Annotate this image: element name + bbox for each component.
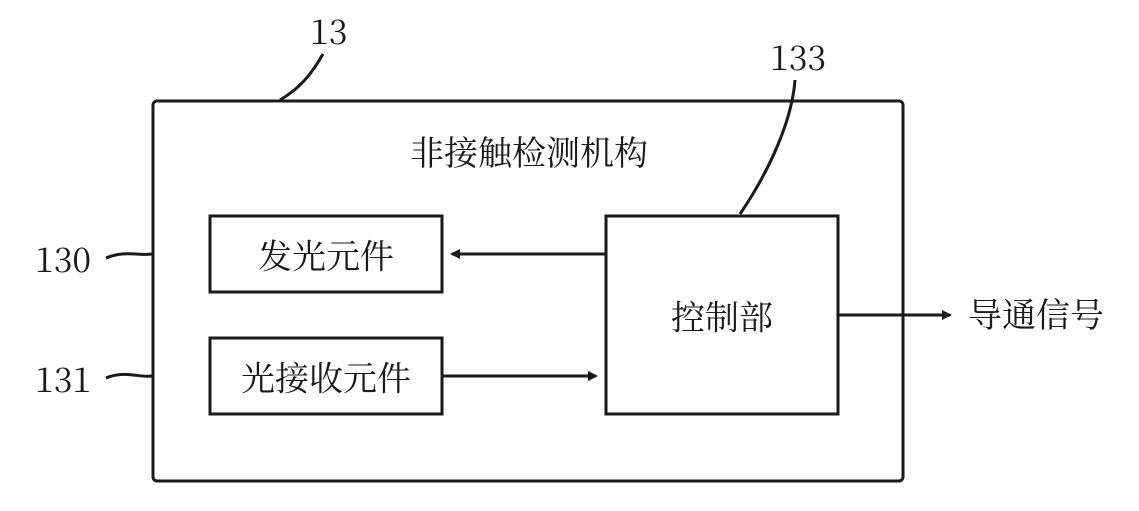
callout-131-text: 131 [35, 353, 91, 402]
callout-131-leader [106, 374, 152, 378]
callout-13-text: 13 [310, 5, 347, 54]
callout-133-text: 133 [770, 31, 826, 80]
callout-130-text: 130 [35, 233, 91, 282]
ctrl-label: 控制部 [671, 291, 773, 340]
callout-13-leader [280, 54, 323, 100]
emit-label: 发光元件 [258, 230, 394, 279]
diagram-title: 非接触检测机构 [410, 126, 648, 175]
output-signal-label: 导通信号 [968, 288, 1104, 337]
callout-130-leader [106, 254, 152, 258]
recv-label: 光接收元件 [241, 352, 411, 401]
